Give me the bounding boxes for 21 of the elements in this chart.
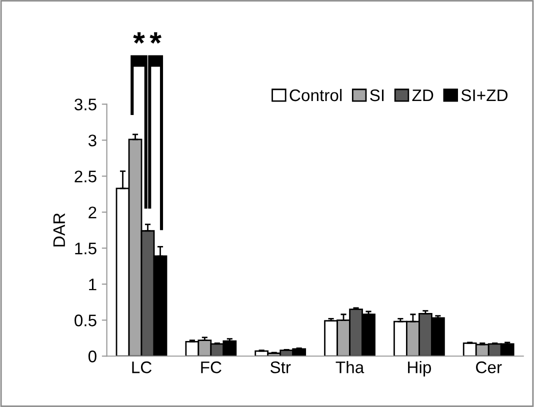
y-axis-title: DAR [53,213,65,246]
legend-label: SI [370,89,384,102]
x-tick-label: LC [132,361,152,374]
y-tick-label: 2 [88,206,96,218]
y-tick-label: 0.5 [74,314,96,326]
y-tick-label: 2.5 [74,170,96,182]
legend-label: ZD [412,90,434,102]
y-tick-label: 1 [89,278,96,290]
y-tick-label: 3 [88,134,96,146]
y-tick-label: 1.5 [75,242,96,254]
legend-label: Control [290,88,342,102]
x-tick-label: Cer [476,361,502,374]
legend-label: SI+ZD [461,89,508,102]
y-tick-label: 3.5 [74,98,96,110]
text: * [150,32,162,44]
x-tick-label: Tha [336,360,364,374]
y-tick-label: 0 [88,350,96,362]
text: * [133,32,145,44]
x-tick-label: Str [270,361,291,374]
x-tick-label: FC [201,361,222,374]
x-tick-label: Hip [408,360,431,377]
